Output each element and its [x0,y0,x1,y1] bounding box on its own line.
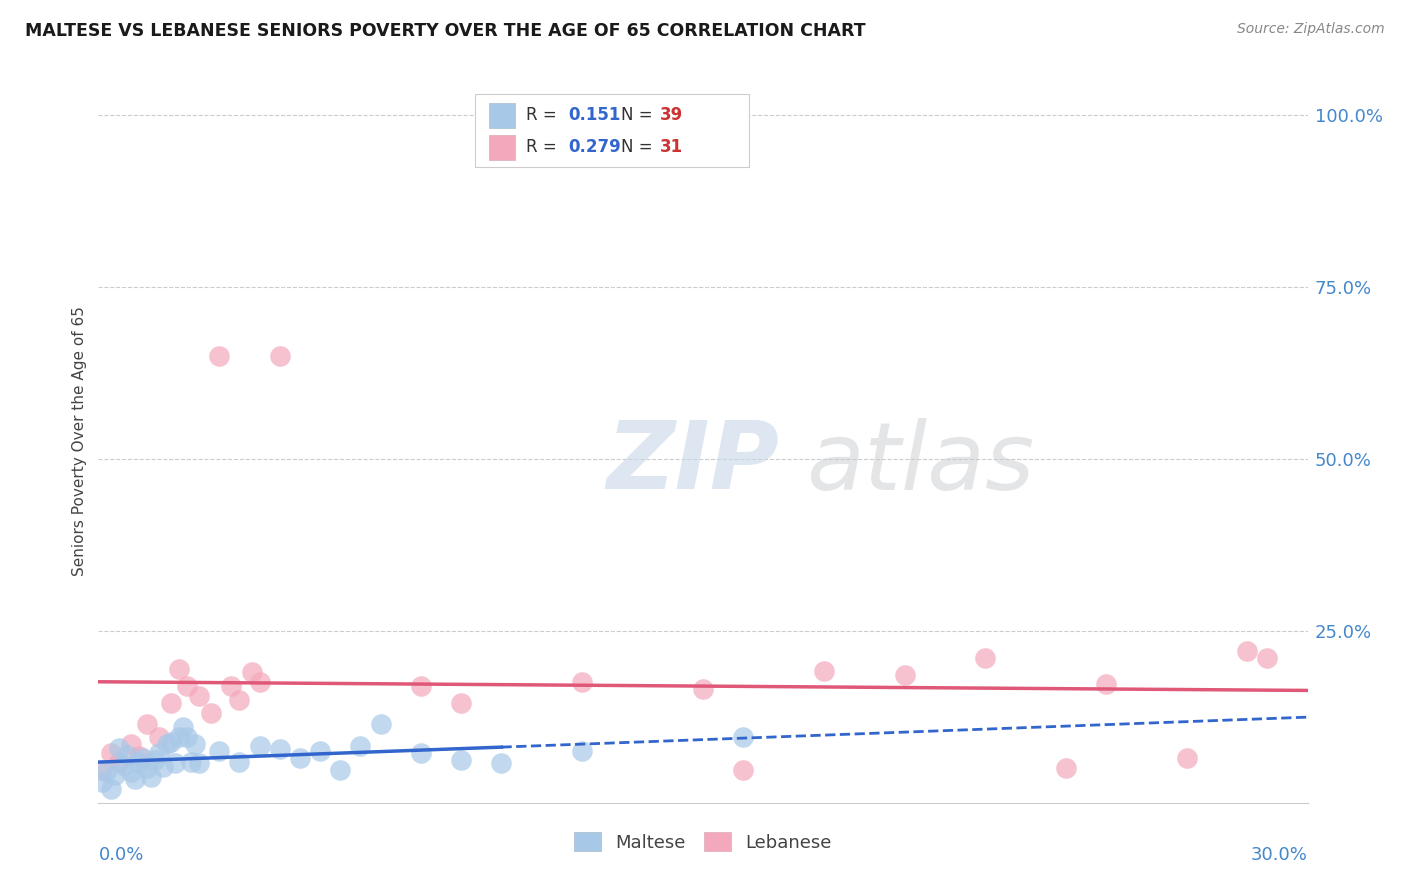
Point [409,679,432,693]
Point [115,747,138,762]
Point [135,761,157,775]
Point [692,682,714,697]
Point [450,696,472,710]
Point [107,740,129,755]
Point [188,756,211,770]
Point [288,751,311,765]
Text: atlas: atlas [806,417,1033,508]
Text: Source: ZipAtlas.com: Source: ZipAtlas.com [1237,22,1385,37]
Text: N =: N = [621,138,652,156]
Point [184,737,207,751]
Point [1054,761,1077,775]
Point [176,679,198,693]
Point [228,755,250,769]
Point [148,746,170,760]
Point [91,763,114,777]
Point [100,782,122,797]
Text: 39: 39 [659,106,683,124]
Text: 30.0%: 30.0% [1251,847,1308,864]
Point [733,731,755,745]
Point [188,689,211,703]
Point [160,735,183,749]
Point [135,716,157,731]
Point [409,746,432,760]
Point [139,770,162,784]
Point [733,763,755,777]
Point [96,764,118,779]
Point [156,737,179,751]
Point [128,749,150,764]
Point [571,744,593,758]
Point [208,744,231,758]
Point [120,764,142,779]
Point [128,755,150,769]
Point [813,664,835,678]
Text: R =: R = [526,106,557,124]
Point [1256,651,1278,665]
Legend: Maltese, Lebanese: Maltese, Lebanese [567,825,839,859]
Point [450,753,472,767]
Text: R =: R = [526,138,557,156]
Point [349,739,371,754]
Point [269,349,291,363]
Point [370,716,392,731]
Point [1175,751,1198,765]
Point [111,758,134,772]
Point [152,760,174,774]
Point [167,731,190,745]
Text: N =: N = [621,106,652,124]
Point [249,675,271,690]
Point [240,665,263,679]
Point [124,772,146,786]
Point [329,763,352,777]
Point [1095,677,1118,691]
Point [491,756,513,770]
Point [107,755,129,769]
Point [221,679,243,693]
Text: 31: 31 [659,138,682,156]
Text: 0.0%: 0.0% [98,847,143,864]
Point [160,696,183,710]
Point [571,675,593,690]
Text: 0.151: 0.151 [568,106,620,124]
Point [167,662,190,676]
Point [163,756,186,770]
Point [120,737,142,751]
Point [974,651,997,665]
Point [309,744,332,758]
Point [103,768,125,782]
Point [1236,644,1258,658]
Point [269,742,291,756]
Point [176,731,198,745]
Point [200,706,222,721]
Point [148,731,170,745]
Text: ZIP: ZIP [606,417,779,509]
Point [893,668,915,682]
Point [172,720,194,734]
Point [228,692,250,706]
Point [143,753,166,767]
Point [208,349,231,363]
Text: 0.279: 0.279 [568,138,621,156]
Point [132,751,155,765]
Point [100,746,122,760]
Point [91,775,114,789]
Point [180,755,202,769]
Text: MALTESE VS LEBANESE SENIORS POVERTY OVER THE AGE OF 65 CORRELATION CHART: MALTESE VS LEBANESE SENIORS POVERTY OVER… [25,22,866,40]
Y-axis label: Seniors Poverty Over the Age of 65: Seniors Poverty Over the Age of 65 [72,307,87,576]
Point [249,739,271,754]
